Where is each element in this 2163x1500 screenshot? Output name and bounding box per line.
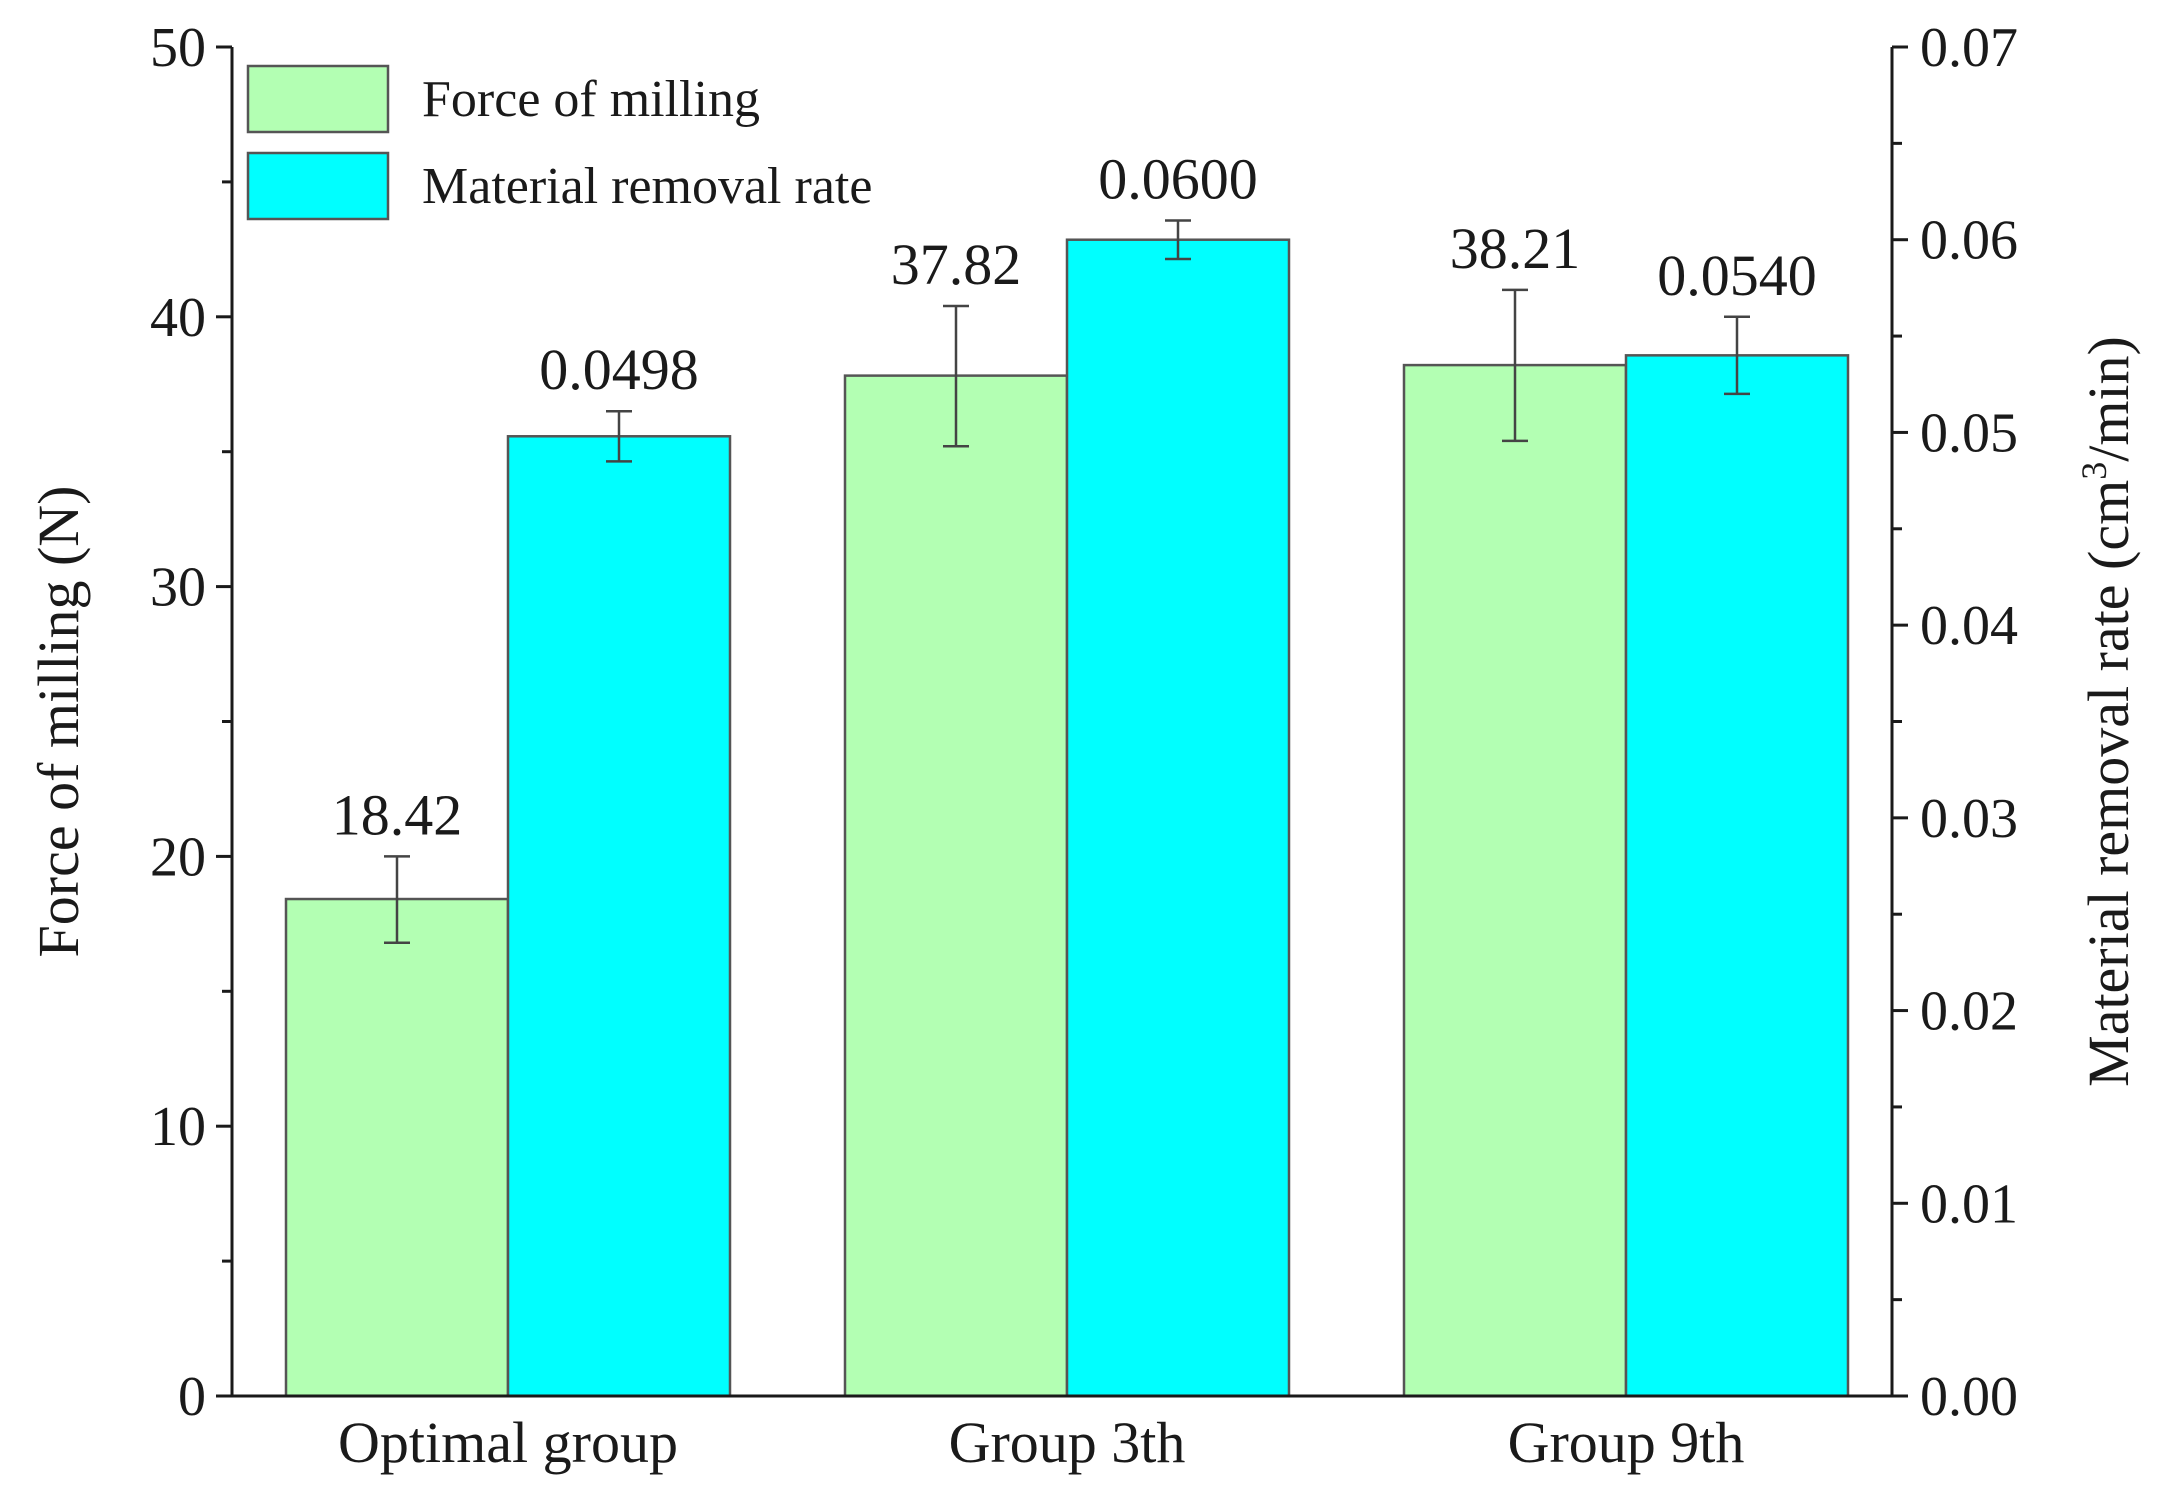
- data-label-force-1: 37.82: [891, 232, 1022, 297]
- right-axis-title: Material removal rate (cm3/min): [2074, 336, 2141, 1087]
- right-tick-label-1: 0.01: [1920, 1173, 2018, 1235]
- bar-mrr-0: [506, 435, 732, 1398]
- left-tick-label-1: 10: [150, 1096, 206, 1158]
- bars-layer: [284, 238, 1850, 1398]
- right-axis-title-main: Material removal rate (cm: [2076, 480, 2141, 1087]
- legend-label-mrr: Material removal rate: [422, 158, 872, 215]
- left-tick-label-4: 40: [150, 287, 206, 349]
- left-tick-label-2: 20: [150, 826, 206, 888]
- right-tick-label-6: 0.06: [1920, 210, 2018, 272]
- right-axis-title-tail: /min): [2076, 336, 2141, 462]
- data-label-mrr-2: 0.0540: [1657, 243, 1817, 308]
- right-tick-label-4: 0.04: [1920, 595, 2018, 657]
- left-tick-label-3: 30: [150, 557, 206, 619]
- bar-force-2: [1402, 363, 1628, 1398]
- x-category-label-0: Optimal group: [338, 1410, 678, 1475]
- x-category-label-2: Group 9th: [1508, 1410, 1745, 1475]
- left-tick-label-5: 50: [150, 17, 206, 79]
- legend: Force of milling Material removal rate: [246, 64, 872, 221]
- left-tick-label-0: 0: [178, 1366, 206, 1428]
- left-axis-title: Force of milling (N): [26, 486, 91, 958]
- right-tick-label-7: 0.07: [1920, 17, 2018, 79]
- error-bars-layer: [384, 219, 1750, 944]
- right-tick-label-2: 0.02: [1920, 981, 2018, 1043]
- x-category-label-1: Group 3th: [949, 1410, 1186, 1475]
- data-label-mrr-1: 0.0600: [1098, 146, 1258, 211]
- bar-mrr-2: [1624, 354, 1850, 1398]
- right-tick-label-0: 0.00: [1920, 1366, 2018, 1428]
- legend-swatch-force: [246, 64, 390, 134]
- data-label-mrr-0: 0.0498: [539, 337, 699, 402]
- bar-force-0: [284, 897, 510, 1398]
- legend-label-force: Force of milling: [422, 71, 760, 128]
- axes-layer: 010203040500.000.010.020.030.040.050.060…: [26, 17, 2141, 1475]
- right-axis-title-superscript: 3: [2074, 462, 2114, 480]
- legend-swatch-mrr: [246, 151, 390, 221]
- labels-layer: 18.42 37.82 38.21 0.0498 0.0600 0.0540: [332, 146, 1817, 847]
- data-label-force-0: 18.42: [332, 782, 463, 847]
- data-label-force-2: 38.21: [1450, 216, 1581, 281]
- bar-mrr-1: [1065, 238, 1291, 1398]
- right-tick-label-5: 0.05: [1920, 402, 2018, 464]
- bar-force-1: [843, 374, 1069, 1398]
- right-tick-label-3: 0.03: [1920, 788, 2018, 850]
